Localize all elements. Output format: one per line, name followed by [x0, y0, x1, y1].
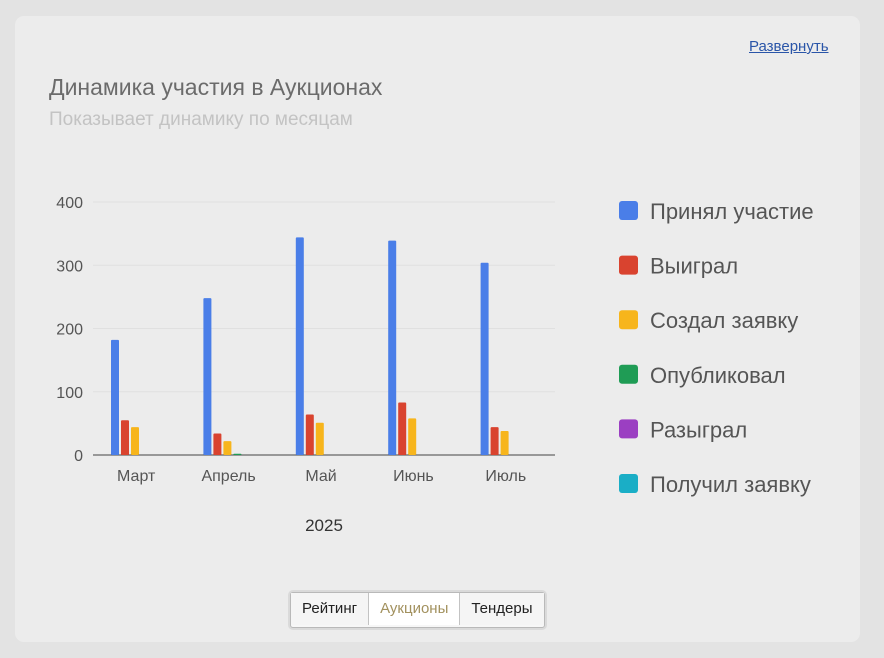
view-tabs: Рейтинг Аукционы Тендеры [290, 592, 545, 628]
bar [490, 427, 499, 455]
chart-title: Динамика участия в Аукционах [49, 74, 383, 100]
bar [388, 240, 397, 455]
bar [295, 237, 304, 455]
y-tick-label: 200 [56, 322, 83, 339]
legend-label: Выиграл [650, 254, 738, 279]
x-tick-label: Июль [485, 468, 526, 485]
tab-tenders[interactable]: Тендеры [459, 593, 544, 625]
tab-auctions[interactable]: Аукционы [368, 593, 460, 625]
legend-swatch [619, 310, 638, 330]
bar [233, 453, 242, 455]
legend-label: Опубликовал [650, 363, 786, 388]
bar [398, 402, 407, 455]
expand-link[interactable]: Развернуть [749, 38, 829, 55]
bar [480, 262, 489, 455]
y-tick-label: 300 [56, 258, 83, 275]
legend-swatch [619, 474, 638, 493]
bar [121, 420, 129, 455]
x-tick-label: Июнь [393, 468, 434, 485]
bar [223, 441, 232, 455]
chart-subtitle: Показывает динамику по месяцам [49, 109, 353, 130]
legend-swatch [619, 419, 638, 439]
legend-label: Разыграл [650, 417, 747, 442]
bar [500, 430, 509, 455]
legend-label: Создал заявку [650, 308, 798, 333]
legend-swatch [619, 255, 638, 275]
y-tick-label: 100 [56, 385, 83, 402]
bar [305, 414, 314, 455]
tab-rating[interactable]: Рейтинг [291, 593, 369, 625]
bar [315, 422, 324, 455]
x-tick-label: Май [305, 468, 336, 485]
y-tick-label: 400 [56, 195, 83, 212]
legend-label: Принял участие [650, 199, 814, 224]
legend-label: Получил заявку [650, 472, 811, 497]
bar [408, 418, 417, 455]
x-axis-label: 2025 [305, 516, 343, 535]
bar [111, 339, 119, 455]
bar [131, 427, 139, 455]
bar [213, 433, 222, 455]
x-tick-label: Апрель [201, 468, 255, 485]
bar [203, 298, 212, 455]
legend-swatch [619, 201, 638, 220]
legend-swatch [619, 364, 638, 384]
x-tick-label: Март [117, 468, 156, 485]
y-tick-label: 0 [74, 448, 83, 465]
